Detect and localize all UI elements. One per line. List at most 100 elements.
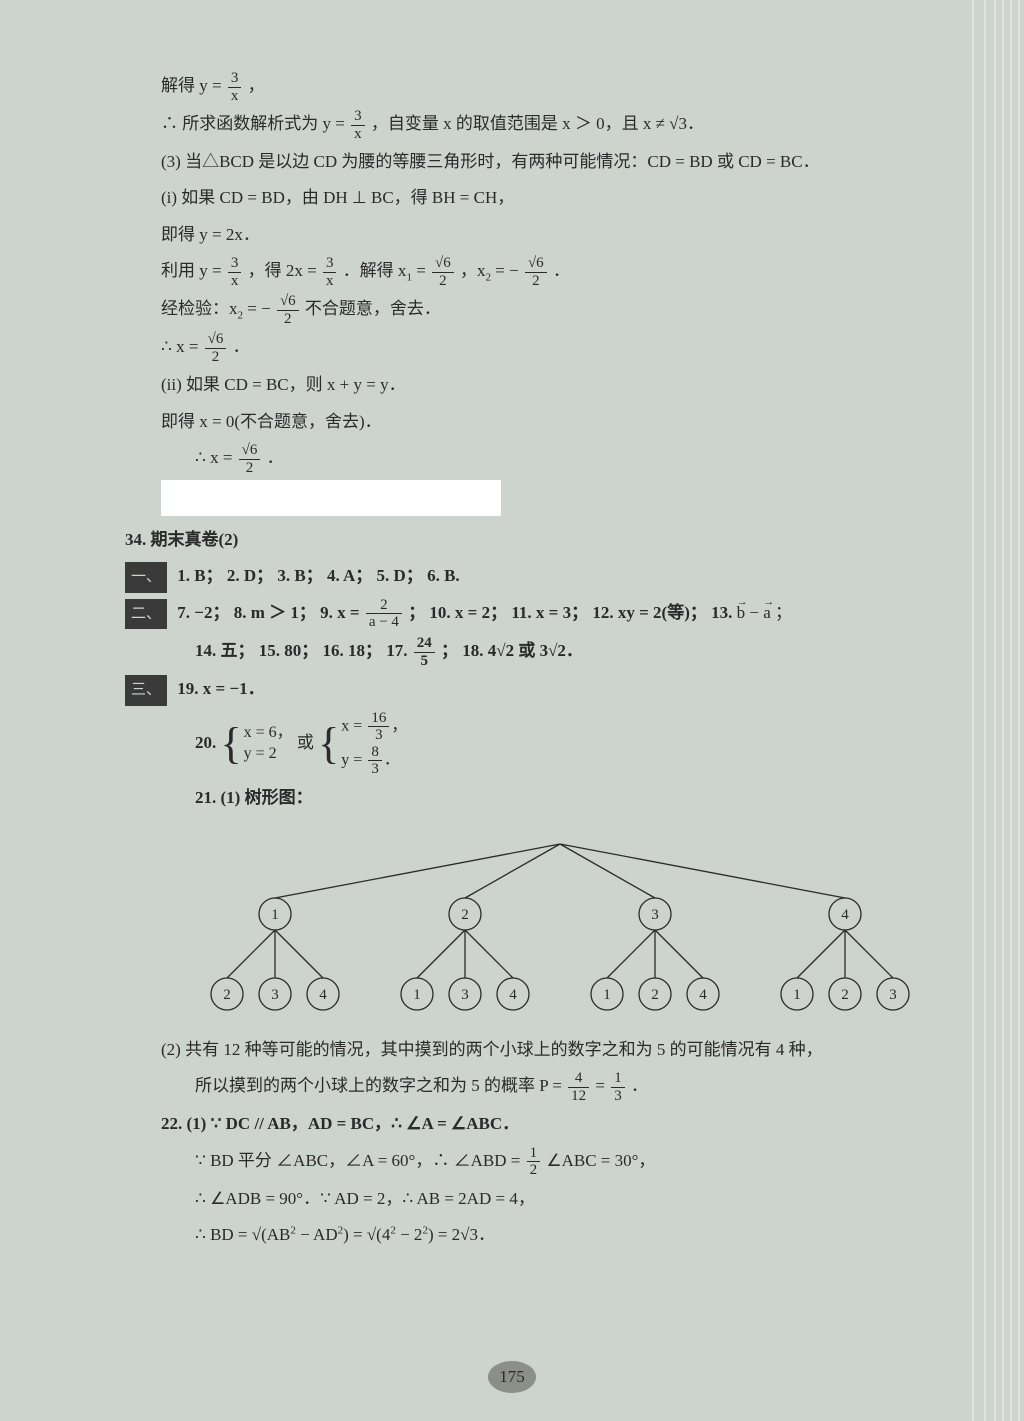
fraction: 412 [568, 1070, 589, 1104]
text: = [595, 1076, 609, 1095]
eq: x = 163， [341, 710, 407, 744]
text: ，自变量 x 的取值范围是 x ＞ 0，且 x ≠ √3． [371, 114, 704, 133]
sol-line: 利用 y = 3x ，得 2x = 3x ．解得 x1 = √62 ，x2 = … [125, 255, 954, 289]
svg-text:1: 1 [603, 987, 611, 1003]
q21-2b: 所以摸到的两个小球上的数字之和为 5 的概率 P = 412 = 13 ． [125, 1070, 954, 1104]
fraction: √62 [239, 442, 261, 476]
or-text: 或 [297, 732, 318, 751]
sol-line: (i) 如果 CD = BD，由 DH ⊥ BC，得 BH = CH， [125, 182, 954, 214]
text: 19. x = −1． [177, 679, 264, 698]
text: ，得 2x = [248, 261, 321, 280]
text: ∠ABC = 30°， [546, 1151, 655, 1170]
system-2: { x = 163， y = 83． [318, 710, 407, 778]
text: ∴ BD = √(AB [195, 1225, 290, 1244]
eq: x = 6， [244, 723, 293, 744]
text: = − [491, 261, 519, 280]
fraction: 3x [323, 255, 337, 289]
text: ∴ x = [195, 448, 237, 467]
eq: y = 2 [244, 744, 293, 765]
text: 经检验：x [161, 299, 238, 318]
svg-text:3: 3 [889, 987, 897, 1003]
vector-b: b [737, 603, 746, 622]
page-number: 175 [488, 1361, 536, 1393]
svg-text:3: 3 [271, 987, 279, 1003]
sol-line: 即得 x = 0(不合题意，舍去)． [125, 406, 954, 438]
fraction: √62 [432, 255, 454, 289]
text: ∴ 所求函数解析式为 y = [161, 114, 349, 133]
text: ； 18. 4√2 或 3√2． [441, 641, 583, 660]
q21-1: 21. (1) 树形图： [125, 782, 954, 814]
section-heading: 34. 期末真卷(2) [125, 524, 954, 556]
part1-line: 一、 1. B； 2. D； 3. B； 4. A； 5. D； 6. B. [125, 560, 954, 593]
sol-line: ∴ 所求函数解析式为 y = 3x ，自变量 x 的取值范围是 x ＞ 0，且 … [125, 108, 954, 142]
text: ． [631, 1076, 648, 1095]
system-1: { x = 6， y = 2 [221, 722, 293, 766]
text: = − [243, 299, 271, 318]
text: ．解得 x [343, 261, 407, 280]
page-content: 解得 y = 3x ， ∴ 所求函数解析式为 y = 3x ，自变量 x 的取值… [0, 0, 1024, 1295]
sol-line: ∴ x = √62 ． [125, 331, 954, 365]
text: ∵ BD 平分 ∠ABC，∠A = 60°，∴ ∠ABD = [195, 1151, 525, 1170]
sol-line: 解得 y = 3x ， [125, 70, 954, 104]
part2-line1: 二、 7. −2； 8. m ＞ 1； 9. x = 2a − 4 ； 10. … [125, 597, 954, 631]
fraction: √62 [525, 255, 547, 289]
fraction: √62 [205, 331, 227, 365]
text: ． [267, 448, 284, 467]
text: ，x [460, 261, 486, 280]
tree-diagram: 1234234134124123 [145, 824, 945, 1024]
eq: y = 83． [341, 744, 407, 778]
text: ． [233, 337, 250, 356]
text: ； 10. x = 2； 11. x = 3； 12. xy = 2(等)； 1… [408, 603, 736, 622]
part-tag: 一、 [125, 562, 167, 593]
svg-text:3: 3 [651, 907, 659, 923]
sol-line: (ii) 如果 CD = BC，则 x + y = y． [125, 369, 954, 401]
answers-text: 1. B； 2. D； 3. B； 4. A； 5. D； 6. B. [177, 566, 459, 585]
text: ． [553, 261, 570, 280]
svg-text:2: 2 [461, 907, 469, 923]
text: 7. −2； 8. m ＞ 1； 9. x = [177, 603, 364, 622]
q22-l3: ∴ ∠ADB = 90°．∵ AD = 2，∴ AB = 2AD = 4， [125, 1183, 954, 1215]
q21-2: (2) 共有 12 种等可能的情况，其中摸到的两个小球上的数字之和为 5 的可能… [125, 1034, 954, 1066]
sol-line: ∴ x = √62 ． [125, 442, 954, 476]
fraction: 12 [527, 1145, 541, 1179]
part3-q19: 三、 19. x = −1． [125, 673, 954, 706]
text: ) = √(4 [343, 1225, 390, 1244]
svg-text:4: 4 [319, 987, 327, 1003]
svg-text:2: 2 [651, 987, 659, 1003]
part-tag: 二、 [125, 599, 167, 630]
q22-l2: ∵ BD 平分 ∠ABC，∠A = 60°，∴ ∠ABD = 12 ∠ABC =… [125, 1145, 954, 1179]
text: 解得 y = [161, 76, 226, 95]
sol-line: 经检验：x2 = − √62 不合题意，舍去． [125, 293, 954, 327]
text: 14. 五； 15. 80； 16. 18； 17. [195, 641, 412, 660]
text: − [749, 603, 763, 622]
svg-text:4: 4 [841, 907, 849, 923]
svg-text:1: 1 [413, 987, 421, 1003]
q20-label: 20. [195, 732, 221, 751]
text: = [412, 261, 430, 280]
text: ∴ x = [161, 337, 203, 356]
text: ， [248, 76, 265, 95]
redaction-box [161, 480, 501, 516]
svg-text:4: 4 [509, 987, 517, 1003]
q22-l4: ∴ BD = √(AB2 − AD2) = √(42 − 22) = 2√3． [125, 1219, 954, 1251]
part-tag: 三、 [125, 675, 167, 706]
fraction: √62 [277, 293, 299, 327]
text: ； [775, 603, 792, 622]
fraction: 13 [611, 1070, 625, 1104]
fraction: 3x [351, 108, 365, 142]
part3-q20: 20. { x = 6， y = 2 或 { x = 163， y = 83． [125, 710, 954, 778]
sol-line: 即得 y = 2x． [125, 219, 954, 251]
part2-line2: 14. 五； 15. 80； 16. 18； 17. 245 ； 18. 4√2… [125, 635, 954, 669]
fraction: 2a − 4 [366, 597, 402, 631]
text: 利用 y = [161, 261, 226, 280]
fraction: 3x [228, 70, 242, 104]
svg-text:2: 2 [841, 987, 849, 1003]
svg-text:3: 3 [461, 987, 469, 1003]
text: 所以摸到的两个小球上的数字之和为 5 的概率 P = [195, 1076, 566, 1095]
sol-line: (3) 当△BCD 是以边 CD 为腰的等腰三角形时，有两种可能情况：CD = … [125, 146, 954, 178]
fraction: 3x [228, 255, 242, 289]
q22-l1: 22. (1) ∵ DC // AB，AD = BC，∴ ∠A = ∠ABC． [125, 1108, 954, 1140]
svg-text:4: 4 [699, 987, 707, 1003]
text: 不合题意，舍去． [305, 299, 441, 318]
fraction: 245 [414, 635, 435, 669]
